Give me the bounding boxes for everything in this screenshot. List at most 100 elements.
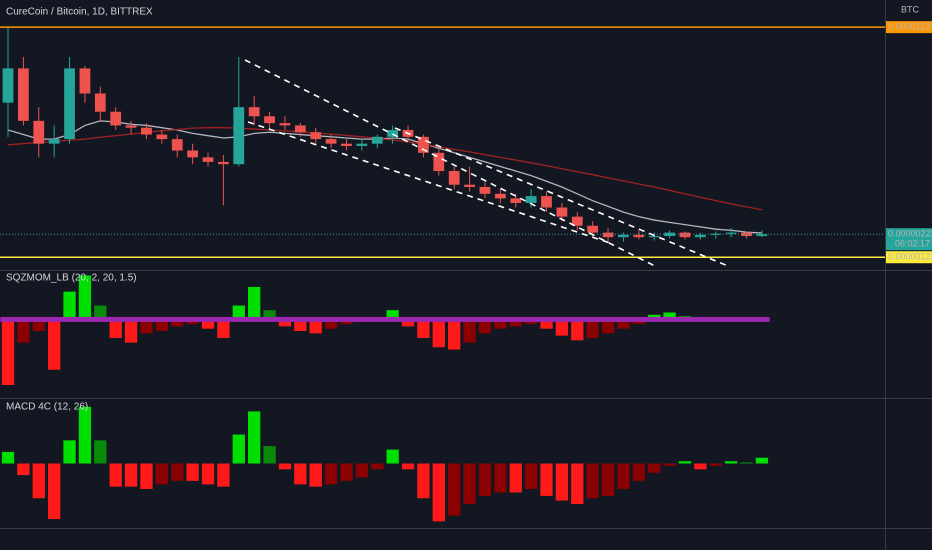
histogram-bar — [586, 463, 599, 499]
squeeze-band — [0, 316, 770, 322]
histogram-bar — [601, 319, 615, 334]
histogram-bar — [278, 463, 292, 470]
histogram-bar — [540, 463, 553, 496]
candle-body — [233, 107, 245, 165]
trend-line — [394, 127, 729, 267]
candle-body — [325, 139, 337, 144]
candle-body — [479, 186, 491, 194]
histogram-bar — [509, 463, 522, 493]
histogram-bar — [32, 463, 45, 499]
histogram-bar — [755, 457, 769, 464]
histogram-bar — [524, 463, 538, 489]
histogram-bar — [324, 319, 338, 329]
indicator-title: SQZMOM_LB (20, 2, 20, 1.5) — [6, 273, 137, 284]
histogram-bar — [94, 440, 107, 464]
histogram-bar — [1, 451, 15, 464]
histogram-bar — [617, 463, 630, 489]
histogram-bar — [371, 463, 384, 470]
histogram-bar — [17, 463, 30, 476]
candle-body — [633, 234, 645, 238]
candle-body — [110, 111, 122, 126]
candle-body — [156, 134, 168, 140]
candle-body — [618, 234, 629, 238]
histogram-bar — [386, 449, 399, 464]
candle-body — [494, 193, 506, 199]
candle-body — [741, 232, 752, 237]
price-tag — [886, 21, 932, 34]
last-price-tag — [886, 228, 932, 251]
histogram-bar — [140, 319, 153, 334]
candle-body — [371, 136, 383, 144]
candle-body — [648, 236, 660, 238]
histogram-bar — [217, 319, 230, 338]
candle-body — [341, 143, 352, 146]
histogram-bar — [478, 319, 492, 334]
countdown: 06:02:17 — [895, 239, 930, 249]
histogram-bar — [48, 319, 61, 370]
histogram-bar — [124, 319, 138, 343]
histogram-bar — [32, 319, 45, 332]
histogram-bar — [663, 463, 676, 466]
candle-body — [679, 232, 691, 238]
candle-body — [141, 127, 152, 135]
trend-line — [247, 121, 611, 244]
marks — [0, 26, 885, 522]
candle-body — [541, 196, 552, 208]
histogram-bar — [109, 463, 122, 487]
candle-body — [125, 125, 137, 128]
histogram-bar — [355, 463, 369, 478]
histogram-bar — [171, 319, 184, 327]
histogram-bar — [463, 463, 476, 505]
histogram-bar — [94, 305, 107, 320]
histogram-bar — [109, 319, 122, 338]
histogram-bar — [417, 463, 430, 499]
candle-body — [464, 184, 475, 187]
histogram-bar — [448, 319, 461, 350]
candle-body — [2, 68, 14, 103]
histogram-bar — [555, 319, 569, 336]
histogram-bar — [155, 463, 169, 485]
histogram-bar — [401, 319, 415, 327]
candle-body — [725, 232, 737, 234]
histogram-bar — [432, 319, 445, 348]
histogram-bar — [678, 461, 692, 464]
histogram-bar — [48, 463, 61, 520]
indicator-title: MACD 4C (12, 26) — [6, 402, 88, 413]
currency: BTC — [901, 4, 920, 14]
histogram-bar — [724, 461, 738, 464]
histogram-bar — [217, 463, 230, 487]
candle-body — [171, 139, 183, 151]
candle-body — [94, 93, 106, 112]
histogram-bar — [448, 463, 461, 516]
candle-body — [248, 107, 260, 117]
histogram-bar — [263, 310, 276, 320]
candle-body — [694, 234, 706, 238]
histogram-bar — [340, 463, 353, 481]
histogram-bar — [309, 463, 322, 487]
price-tag-label: 0.00000122 — [888, 252, 932, 262]
trend-lines — [244, 59, 729, 267]
histogram-bar — [263, 446, 276, 464]
histogram-bar — [324, 463, 338, 485]
moving-average — [7, 120, 762, 234]
candle-body — [48, 139, 60, 144]
histogram-bar — [417, 319, 430, 338]
histogram-bar — [694, 463, 707, 470]
last-price-label: 0.00000223 — [888, 229, 932, 239]
histogram-bar — [709, 463, 722, 466]
histogram-bar — [201, 319, 215, 329]
histogram-bar — [540, 319, 553, 329]
histogram-bar — [171, 463, 184, 481]
histogram-bar — [463, 319, 476, 343]
histogram-bar — [1, 319, 15, 386]
histogram-bar — [740, 462, 753, 464]
candle-body — [387, 129, 399, 137]
histogram-bar — [478, 463, 492, 496]
histogram-bar — [432, 463, 445, 522]
histogram-bar — [78, 406, 92, 464]
chart-title: CureCoin / Bitcoin, 1D, BITTREX — [6, 7, 153, 18]
